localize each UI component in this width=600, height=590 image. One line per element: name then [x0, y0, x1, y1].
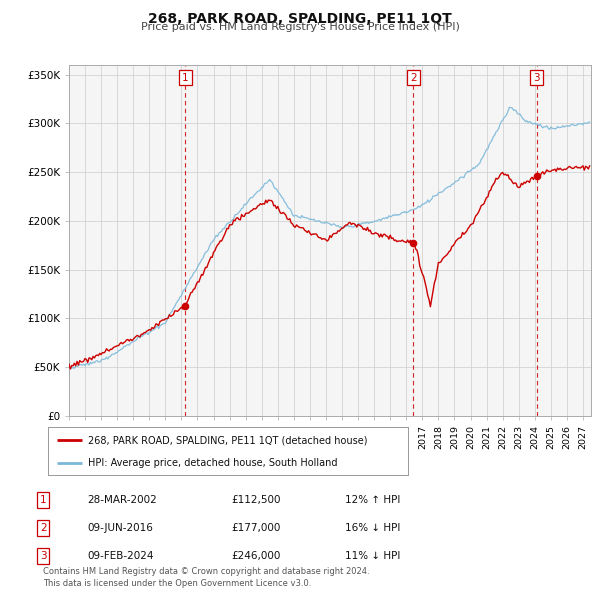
Text: 2: 2 — [40, 523, 47, 533]
Text: 1: 1 — [40, 496, 47, 505]
Text: £112,500: £112,500 — [231, 496, 281, 505]
Text: 09-FEB-2024: 09-FEB-2024 — [87, 551, 154, 560]
Text: Contains HM Land Registry data © Crown copyright and database right 2024.
This d: Contains HM Land Registry data © Crown c… — [43, 568, 370, 588]
Text: 11% ↓ HPI: 11% ↓ HPI — [345, 551, 400, 560]
Text: 3: 3 — [40, 551, 47, 560]
Text: HPI: Average price, detached house, South Holland: HPI: Average price, detached house, Sout… — [88, 458, 337, 468]
Text: £177,000: £177,000 — [231, 523, 280, 533]
Text: 268, PARK ROAD, SPALDING, PE11 1QT (detached house): 268, PARK ROAD, SPALDING, PE11 1QT (deta… — [88, 435, 367, 445]
Text: £246,000: £246,000 — [231, 551, 280, 560]
Text: Price paid vs. HM Land Registry's House Price Index (HPI): Price paid vs. HM Land Registry's House … — [140, 22, 460, 32]
Text: 09-JUN-2016: 09-JUN-2016 — [87, 523, 153, 533]
Text: 28-MAR-2002: 28-MAR-2002 — [87, 496, 157, 505]
Text: 1: 1 — [182, 73, 188, 83]
Text: 268, PARK ROAD, SPALDING, PE11 1QT: 268, PARK ROAD, SPALDING, PE11 1QT — [148, 12, 452, 26]
Text: 2: 2 — [410, 73, 416, 83]
Text: 16% ↓ HPI: 16% ↓ HPI — [345, 523, 400, 533]
Text: 3: 3 — [533, 73, 540, 83]
Text: 12% ↑ HPI: 12% ↑ HPI — [345, 496, 400, 505]
